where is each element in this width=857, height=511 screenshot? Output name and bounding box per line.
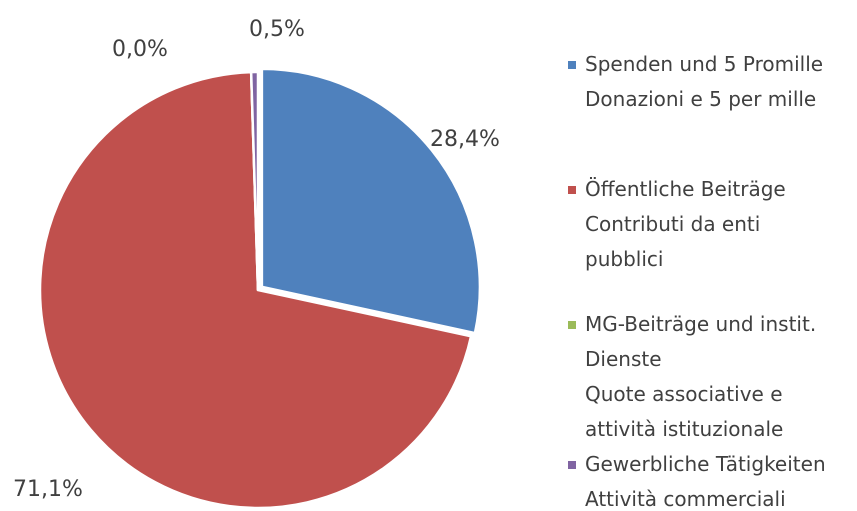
data-label: 28,4%: [430, 127, 500, 152]
legend-label: MG-Beiträge und instit. Dienste Quote asso…: [585, 312, 816, 441]
legend-swatch: [568, 321, 576, 329]
legend-swatch: [568, 61, 576, 69]
pie-slice: [260, 67, 482, 335]
data-label: 0,0%: [112, 37, 168, 62]
legend-swatch: [568, 461, 576, 469]
pie-slice: [249, 70, 260, 291]
data-label: 0,5%: [249, 17, 305, 42]
legend-label: Öffentliche Beiträge Contributi da enti pu…: [585, 177, 786, 271]
legend-swatch: [568, 186, 576, 194]
legend-label: Spenden und 5 Promille Donazioni e 5 per …: [585, 52, 823, 111]
legend-label: Gewerbliche Tätigkeiten Attività commerci…: [585, 452, 826, 511]
pie-slice: [38, 70, 473, 510]
data-label: 71,1%: [13, 477, 83, 502]
